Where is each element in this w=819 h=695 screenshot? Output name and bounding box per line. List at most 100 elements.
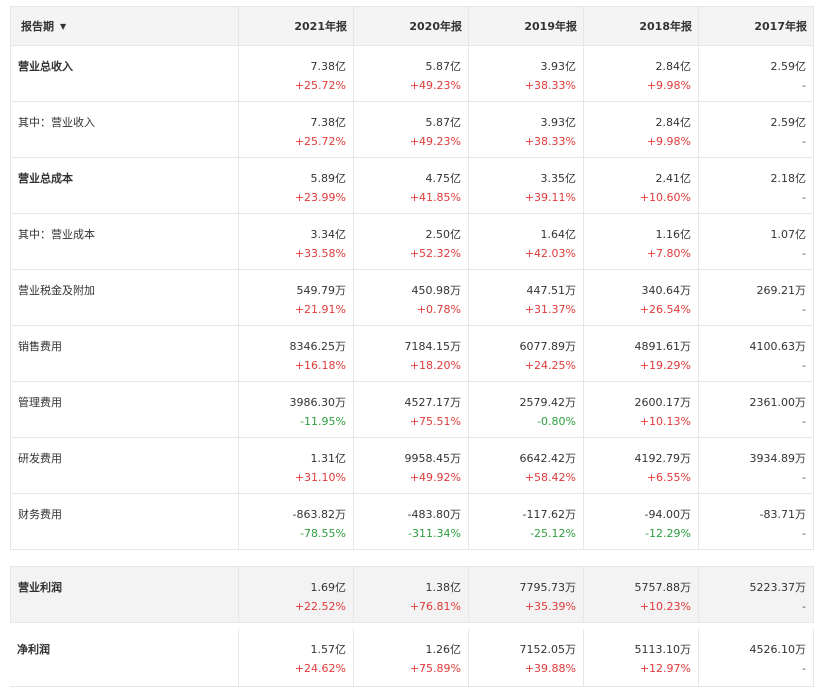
row-label: 其中：营业成本 bbox=[10, 214, 239, 270]
cell-value: 7795.73万 bbox=[519, 581, 577, 594]
row-label: 研发费用 bbox=[10, 438, 239, 494]
yoy-change: +49.92% bbox=[409, 471, 461, 484]
yoy-change: +12.97% bbox=[639, 662, 691, 675]
cell-value: 1.69亿 bbox=[310, 581, 347, 594]
value-cell: 9958.45万 +49.92% bbox=[354, 438, 469, 494]
cell-value: 1.31亿 bbox=[310, 452, 347, 465]
caret-down-icon[interactable]: ▼ bbox=[60, 21, 67, 31]
yoy-change: +24.62% bbox=[294, 662, 346, 675]
value-cell: 1.64亿 +42.03% bbox=[469, 214, 584, 270]
table-row: 其中：营业成本 3.34亿 +33.58% 2.50亿 +52.32% 1.64亿 +42.… bbox=[10, 214, 814, 270]
yoy-change: -311.34% bbox=[408, 527, 461, 540]
cell-value: 5.87亿 bbox=[425, 60, 462, 73]
value-cell: 5.89亿 +23.99% bbox=[239, 158, 354, 214]
cell-value: 7184.15万 bbox=[404, 340, 462, 353]
value-cell: 450.98万 +0.78% bbox=[354, 270, 469, 326]
value-cell: 7152.05万 +39.88% bbox=[469, 629, 584, 687]
yoy-change: +24.25% bbox=[524, 359, 576, 372]
value-cell: 5.87亿 +49.23% bbox=[354, 46, 469, 102]
table-row: 净利润 1.57亿 +24.62% 1.26亿 +75.89% 7152.05万 +39.8… bbox=[10, 629, 814, 687]
value-cell: 3.93亿 +38.33% bbox=[469, 102, 584, 158]
cell-value: -483.80万 bbox=[407, 508, 461, 521]
value-cell: 1.31亿 +31.10% bbox=[239, 438, 354, 494]
value-cell: -94.00万 -12.29% bbox=[584, 494, 699, 550]
value-cell: 4527.17万 +75.51% bbox=[354, 382, 469, 438]
year-header: 2020年报 bbox=[354, 6, 469, 46]
yoy-change: - bbox=[802, 359, 806, 372]
cell-value: 5113.10万 bbox=[634, 643, 692, 656]
value-cell: 7.38亿 +25.72% bbox=[239, 46, 354, 102]
value-cell: 4526.10万 - bbox=[699, 629, 814, 687]
row-label: 销售费用 bbox=[10, 326, 239, 382]
yoy-change: - bbox=[802, 303, 806, 316]
cell-value: 2.41亿 bbox=[655, 172, 692, 185]
row-label: 营业总收入 bbox=[10, 46, 239, 102]
cell-value: 2.18亿 bbox=[770, 172, 807, 185]
yoy-change: - bbox=[802, 79, 806, 92]
value-cell: 2361.00万 - bbox=[699, 382, 814, 438]
table-row: 销售费用 8346.25万 +16.18% 7184.15万 +18.20% 6077.8… bbox=[10, 326, 814, 382]
value-cell: 2.84亿 +9.98% bbox=[584, 102, 699, 158]
cell-value: 1.38亿 bbox=[425, 581, 462, 594]
cell-value: -83.71万 bbox=[759, 508, 806, 521]
cell-value: 5.87亿 bbox=[425, 116, 462, 129]
yoy-change: -78.55% bbox=[300, 527, 346, 540]
value-cell: 7.38亿 +25.72% bbox=[239, 102, 354, 158]
yoy-change: - bbox=[802, 191, 806, 204]
table-row: 营业税金及附加 549.79万 +21.91% 450.98万 +0.78% 447.51… bbox=[10, 270, 814, 326]
cell-value: 2.50亿 bbox=[425, 228, 462, 241]
yoy-change: +19.29% bbox=[639, 359, 691, 372]
yoy-change: - bbox=[802, 527, 806, 540]
value-cell: 2.18亿 - bbox=[699, 158, 814, 214]
cell-value: 2.84亿 bbox=[655, 60, 692, 73]
yoy-change: +9.98% bbox=[646, 135, 691, 148]
cell-value: -117.62万 bbox=[522, 508, 576, 521]
value-cell: 3.34亿 +33.58% bbox=[239, 214, 354, 270]
yoy-change: -11.95% bbox=[300, 415, 346, 428]
table-row: 营业利润 1.69亿 +22.52% 1.38亿 +76.81% 7795.73万 +35.… bbox=[10, 566, 814, 623]
yoy-change: +38.33% bbox=[524, 135, 576, 148]
value-cell: -483.80万 -311.34% bbox=[354, 494, 469, 550]
yoy-change: +6.55% bbox=[646, 471, 691, 484]
cell-value: 2579.42万 bbox=[519, 396, 577, 409]
value-cell: 2.50亿 +52.32% bbox=[354, 214, 469, 270]
yoy-change: +31.10% bbox=[294, 471, 346, 484]
yoy-change: +21.91% bbox=[294, 303, 346, 316]
yoy-change: +75.51% bbox=[409, 415, 461, 428]
cell-value: 3986.30万 bbox=[289, 396, 347, 409]
cell-value: 6642.42万 bbox=[519, 452, 577, 465]
row-label: 管理费用 bbox=[10, 382, 239, 438]
year-header: 2018年报 bbox=[584, 6, 699, 46]
value-cell: 340.64万 +26.54% bbox=[584, 270, 699, 326]
value-cell: 7795.73万 +35.39% bbox=[469, 567, 584, 623]
period-label: 报告期 bbox=[21, 20, 54, 33]
yoy-change: +58.42% bbox=[524, 471, 576, 484]
period-sort-header[interactable]: 报告期 ▼ bbox=[10, 6, 239, 46]
table-header: 报告期 ▼ 2021年报 2020年报 2019年报 2018年报 2017年报 bbox=[10, 6, 814, 46]
year-header: 2017年报 bbox=[699, 6, 814, 46]
yoy-change: +0.78% bbox=[416, 303, 461, 316]
yoy-change: -0.80% bbox=[537, 415, 576, 428]
cell-value: 3934.89万 bbox=[749, 452, 807, 465]
value-cell: 6077.89万 +24.25% bbox=[469, 326, 584, 382]
value-cell: 1.26亿 +75.89% bbox=[354, 629, 469, 687]
cell-value: 6077.89万 bbox=[519, 340, 577, 353]
yoy-change: +25.72% bbox=[294, 79, 346, 92]
table-row: 管理费用 3986.30万 -11.95% 4527.17万 +75.51% 2579.4… bbox=[10, 382, 814, 438]
yoy-change: +26.54% bbox=[639, 303, 691, 316]
value-cell: -863.82万 -78.55% bbox=[239, 494, 354, 550]
cell-value: 1.64亿 bbox=[540, 228, 577, 241]
yoy-change: +38.33% bbox=[524, 79, 576, 92]
cell-value: 7.38亿 bbox=[310, 60, 347, 73]
value-cell: 4.75亿 +41.85% bbox=[354, 158, 469, 214]
value-cell: 1.38亿 +76.81% bbox=[354, 567, 469, 623]
yoy-change: +10.23% bbox=[639, 600, 691, 613]
yoy-change: +10.13% bbox=[639, 415, 691, 428]
value-cell: 549.79万 +21.91% bbox=[239, 270, 354, 326]
row-label: 营业总成本 bbox=[10, 158, 239, 214]
cell-value: 2.59亿 bbox=[770, 116, 807, 129]
table-row: 研发费用 1.31亿 +31.10% 9958.45万 +49.92% 6642.42万 +… bbox=[10, 438, 814, 494]
value-cell: 1.57亿 +24.62% bbox=[239, 629, 354, 687]
yoy-change: - bbox=[802, 415, 806, 428]
value-cell: 6642.42万 +58.42% bbox=[469, 438, 584, 494]
